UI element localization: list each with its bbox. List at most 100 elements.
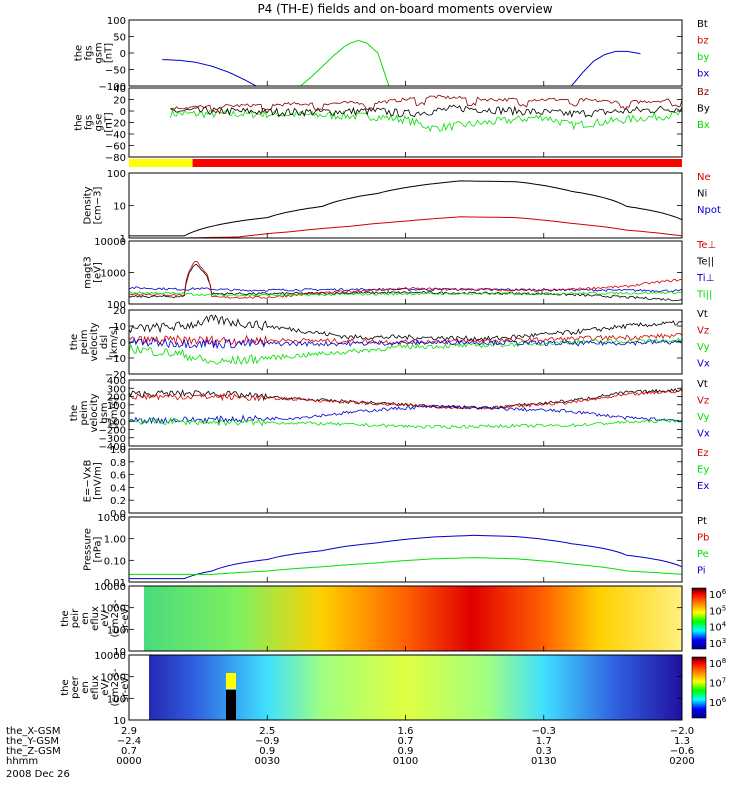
y-tick-label: 10.00 — [97, 513, 126, 524]
legend-entry: Ey — [697, 465, 709, 476]
spectrogram-image — [129, 586, 682, 651]
legend-entry: Vx — [697, 359, 710, 370]
y-tick-label: 1.0 — [110, 445, 126, 456]
y-tick-label: 300 — [107, 384, 126, 395]
y-tick-label: 1000 — [101, 673, 126, 684]
y-axis-label: the — [60, 610, 71, 626]
y-tick-label: 0.4 — [110, 483, 126, 494]
y-axis-label: (cm2-s- — [110, 668, 121, 706]
colorbar-tick-label: 106 — [709, 588, 727, 601]
spectrogram-image — [129, 655, 682, 720]
y-tick-label: −400 — [99, 442, 126, 453]
legend-entry: Pb — [697, 533, 709, 544]
y-tick-label: 1000 — [101, 269, 126, 280]
y-tick-label: 100 — [107, 169, 126, 180]
y-tick-label: 40 — [113, 84, 126, 95]
y-tick-label: 100 — [107, 300, 126, 311]
y-tick-label: 0.10 — [104, 556, 126, 567]
y-tick-label: −300 — [99, 434, 126, 445]
y-axis-label: E=−VxB — [83, 460, 94, 503]
legend-entry: Ni — [697, 189, 707, 200]
no-data — [129, 586, 144, 651]
x-axis-value: 1.7 — [536, 736, 552, 747]
x-axis-value: −2.4 — [117, 736, 141, 747]
legend-entry: Vt — [697, 309, 708, 320]
y-axis-label: peim — [79, 329, 90, 354]
legend-entry: Pe — [697, 549, 709, 560]
data-gap-top — [226, 673, 236, 689]
panel-frame — [128, 379, 683, 447]
x-axis-value: 1.3 — [674, 736, 690, 747]
series-Pe — [129, 557, 683, 575]
y-tick-label: 1.00 — [104, 535, 126, 546]
x-axis-value: −0.9 — [255, 736, 279, 747]
series-Vx — [128, 404, 683, 425]
panel-density: 100 10 1 Density [cm−3] Ne Ni Npot — [83, 169, 721, 245]
panel-frame — [128, 172, 683, 239]
y-tick-label: 20 — [113, 96, 126, 107]
series-Ni — [129, 180, 683, 237]
colorbar-tick-label: 108 — [709, 657, 726, 670]
y-axis-label: [nPa] — [93, 536, 104, 562]
y-tick-label: −100 — [99, 417, 126, 428]
y-tick-label: 400 — [107, 376, 126, 387]
y-tick-label: 100 — [107, 694, 126, 705]
series-trace — [170, 109, 683, 132]
x-axis-value: 0200 — [669, 756, 694, 767]
legend-entry: Bx — [697, 120, 710, 131]
y-axis-label: eV/ — [100, 610, 111, 627]
x-axis-value: 0.9 — [259, 746, 275, 757]
series-bx — [571, 50, 641, 87]
x-axis-value: 0.3 — [536, 746, 552, 757]
y-axis-label: the — [69, 405, 80, 421]
y-tick-label: 200 — [107, 393, 126, 404]
y-axis-label: [eV] — [93, 262, 104, 283]
x-axis-value: 1.6 — [398, 726, 414, 737]
x-axis-value: 2.9 — [121, 726, 137, 737]
figure-title: P4 (TH-E) fields and on-board moments ov… — [257, 2, 552, 16]
y-axis-label: [nT] — [104, 43, 115, 63]
y-axis-label: the — [60, 679, 71, 695]
y-tick-label: 0 — [120, 338, 126, 349]
y-axis-label: the — [74, 114, 85, 130]
y-tick-label: −60 — [105, 142, 126, 153]
y-tick-label: −50 — [105, 66, 126, 77]
y-axis-label: peer — [70, 675, 81, 699]
y-tick-label: −80 — [105, 153, 126, 164]
legend-entry: Vz — [697, 326, 709, 337]
series-Ti⊥ — [128, 286, 683, 293]
series-Te|| — [128, 263, 682, 302]
y-tick-label: 10 — [113, 716, 126, 727]
series-Vx — [128, 336, 683, 350]
legend-entry: by — [697, 52, 709, 63]
x-axis-value: 0.9 — [398, 746, 414, 757]
y-axis-label: velocity — [89, 393, 100, 432]
series-bx — [162, 59, 257, 87]
series-Vz — [128, 388, 683, 410]
y-axis-label: eflux — [90, 606, 101, 631]
legend-entry: Ti|| — [696, 290, 712, 301]
legend-entry: Ex — [697, 481, 709, 492]
y-axis-label: magt3 — [83, 256, 94, 289]
y-axis-label: fgs — [84, 45, 95, 60]
y-tick-label: −40 — [105, 130, 126, 141]
legend-entry: Ez — [697, 448, 709, 459]
x-axis-value: 0.7 — [398, 736, 414, 747]
colorbar-tick-label: 106 — [709, 696, 727, 709]
y-tick-label: 1 — [120, 234, 126, 245]
colorbar — [691, 587, 707, 650]
panel-temperature: 10000 1000 100 magt3 [eV] Te⊥ Te|| Ti⊥ Ti|| — [83, 237, 717, 311]
y-axis-label: en — [80, 681, 91, 694]
y-axis-label: peir — [70, 608, 81, 628]
data-gap — [226, 690, 236, 720]
series-Vz — [128, 332, 683, 347]
x-axis-value: 0.7 — [121, 746, 137, 757]
series-Vy — [128, 417, 683, 429]
y-tick-label: 20 — [113, 306, 126, 317]
x-axis-date: 2008 Dec 26 — [6, 769, 70, 780]
legend-entry: Npot — [697, 205, 721, 216]
